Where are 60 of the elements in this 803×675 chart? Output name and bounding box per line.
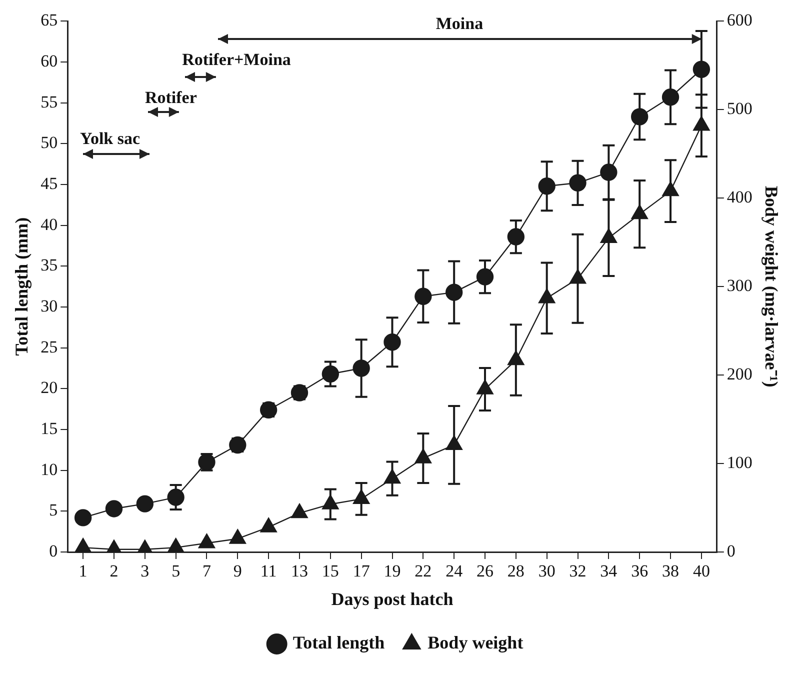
y-tick-label: 25: [40, 337, 58, 356]
y2-tick-label: 600: [726, 10, 752, 30]
annotation: Yolk sac: [80, 128, 140, 149]
point: [291, 503, 308, 518]
x-tick-label: 22: [414, 562, 432, 581]
y-tick-label: 15: [40, 418, 58, 438]
point: [105, 500, 123, 518]
point: [136, 495, 154, 512]
y2-tick-label: 400: [726, 188, 752, 207]
x-tick-label: 36: [631, 562, 648, 581]
y-tick-label: 0: [49, 541, 58, 560]
x-tick-label: 1: [78, 562, 88, 581]
x-tick-label: 2: [110, 562, 118, 581]
y-tick-label: 50: [40, 133, 58, 152]
x-tick-label: 24: [446, 562, 464, 581]
y2-tick-label: 500: [726, 99, 752, 118]
annotation: Moina: [434, 14, 484, 34]
y-tick-label: 40: [40, 214, 58, 234]
x-tick-label: 7: [202, 562, 212, 581]
y2-tick-label: 300: [726, 276, 752, 296]
x-tick-label: 3: [140, 562, 150, 581]
x-tick-label: 15: [322, 562, 339, 581]
x-tick-label: 9: [233, 562, 242, 581]
y-tick-label: 45: [40, 174, 58, 193]
y-tick-label: 65: [40, 10, 58, 30]
y2-tick-label: 0: [726, 541, 736, 560]
legend-label: Total length: [292, 632, 385, 653]
point: [74, 538, 92, 552]
y-tick-label: 55: [40, 92, 58, 112]
x-tick-label: 26: [476, 562, 494, 581]
legend-label: Body weight: [428, 632, 524, 653]
x-tick-label: 17: [352, 562, 370, 581]
x-tick-label: 30: [538, 562, 556, 581]
x-tick-label: 38: [662, 562, 680, 581]
point: [74, 509, 92, 526]
annotation: Rotifer+Moina: [182, 50, 291, 70]
x-tick-label: 19: [384, 562, 401, 581]
x-tick-label: 11: [260, 562, 277, 581]
point: [167, 538, 184, 552]
y2-tick-label: 200: [726, 364, 752, 384]
y2-tick-label: 100: [726, 453, 752, 472]
x-axis-title: Days post hatch: [331, 588, 454, 609]
y-tick-label: 60: [40, 52, 58, 70]
x-tick-label: 40: [692, 562, 710, 581]
x-tick-label: 28: [507, 562, 524, 581]
x-tick-label: 13: [290, 562, 308, 581]
y-tick-label: 35: [40, 256, 58, 275]
point: [198, 534, 216, 548]
point: [260, 518, 277, 532]
y-tick-label: 20: [40, 378, 58, 398]
point: [229, 529, 246, 544]
y-axis-title: Total length (mm): [11, 217, 32, 356]
x-tick-label: 34: [600, 562, 618, 581]
y2-axis-title: Body weight (mg·larvae⁻¹): [762, 186, 782, 388]
y-tick-label: 30: [40, 296, 58, 316]
y-tick-label: 10: [40, 460, 58, 479]
annotation: Rotifer: [144, 88, 197, 108]
x-tick-label: 5: [172, 562, 180, 581]
y-tick-label: 5: [49, 500, 58, 520]
x-tick-label: 32: [569, 562, 586, 581]
